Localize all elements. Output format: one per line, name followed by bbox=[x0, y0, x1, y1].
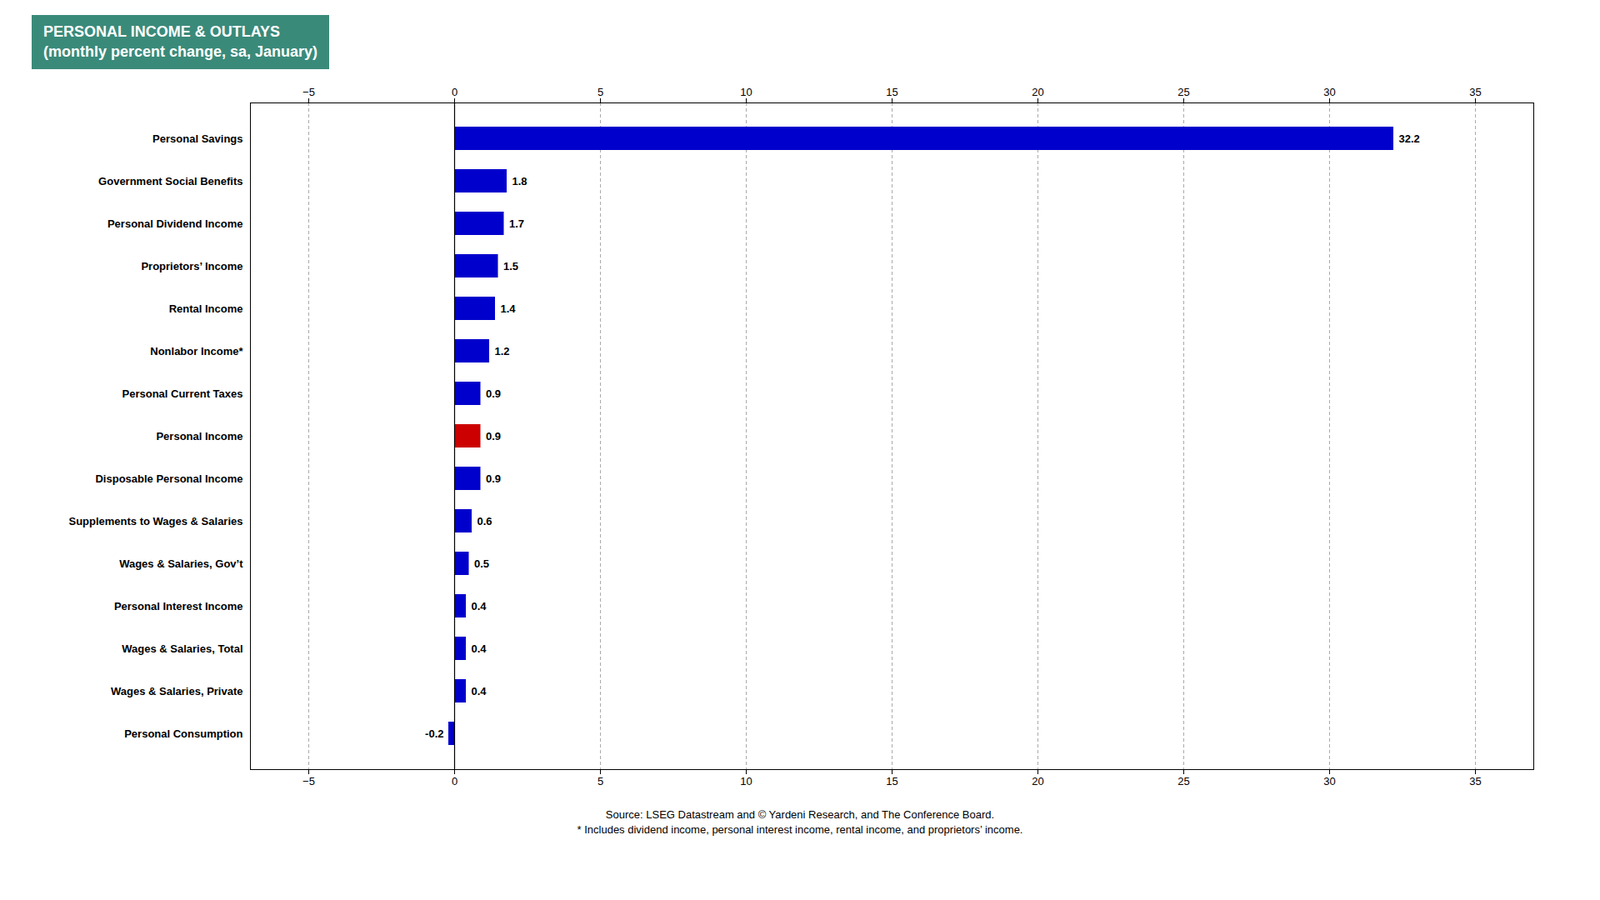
svg-text:20: 20 bbox=[1031, 85, 1044, 98]
svg-text:0.9: 0.9 bbox=[485, 471, 501, 485]
svg-text:−5: −5 bbox=[302, 774, 315, 787]
svg-text:-0.2: -0.2 bbox=[425, 726, 444, 740]
svg-text:Proprietors’ Income: Proprietors’ Income bbox=[140, 259, 243, 272]
svg-text:0.9: 0.9 bbox=[485, 386, 501, 400]
svg-text:0.9: 0.9 bbox=[485, 429, 501, 442]
svg-text:35: 35 bbox=[1469, 774, 1481, 787]
svg-text:Nonlabor Income*: Nonlabor Income* bbox=[150, 344, 244, 357]
svg-text:1.8: 1.8 bbox=[512, 174, 528, 187]
svg-text:5: 5 bbox=[597, 85, 604, 98]
html-text:PERSONAL INCOME & OUTLAYS: PERSONAL INCOME & OUTLAYS bbox=[43, 23, 280, 40]
svg-text:Supplements to Wages & Salarie: Supplements to Wages & Salaries bbox=[68, 514, 243, 527]
svg-text:Personal Interest Income: Personal Interest Income bbox=[114, 599, 244, 612]
svg-text:Personal Current Taxes: Personal Current Taxes bbox=[122, 386, 244, 400]
svg-text:20: 20 bbox=[1031, 774, 1044, 787]
svg-text:0.4: 0.4 bbox=[471, 684, 488, 697]
svg-text:10: 10 bbox=[740, 774, 752, 787]
svg-text:Personal Income: Personal Income bbox=[155, 429, 243, 442]
svg-text:Personal Dividend Income: Personal Dividend Income bbox=[107, 216, 244, 230]
svg-text:0: 0 bbox=[451, 774, 458, 787]
html-text:Source: LSEG Datastream and ©: Source: LSEG Datastream and © Yardeni Re… bbox=[605, 808, 995, 821]
svg-text:30: 30 bbox=[1323, 774, 1335, 787]
svg-text:Wages & Salaries, Private: Wages & Salaries, Private bbox=[110, 684, 244, 697]
svg-text:1.5: 1.5 bbox=[503, 259, 519, 272]
svg-text:1.7: 1.7 bbox=[509, 216, 525, 230]
svg-text:25: 25 bbox=[1177, 85, 1190, 98]
svg-text:0.6: 0.6 bbox=[477, 514, 493, 527]
svg-text:Wages & Salaries, Gov’t: Wages & Salaries, Gov’t bbox=[119, 556, 244, 570]
svg-text:0: 0 bbox=[451, 85, 458, 98]
svg-text:0.5: 0.5 bbox=[474, 556, 490, 570]
svg-text:5: 5 bbox=[597, 774, 604, 787]
svg-text:35: 35 bbox=[1469, 85, 1481, 98]
svg-text:30: 30 bbox=[1323, 85, 1335, 98]
html-text:* Includes dividend income, pe: * Includes dividend income, personal int… bbox=[577, 823, 1023, 836]
svg-text:25: 25 bbox=[1177, 774, 1190, 787]
svg-text:−5: −5 bbox=[302, 85, 315, 98]
svg-text:Personal Savings: Personal Savings bbox=[152, 131, 243, 145]
svg-text:Personal Consumption: Personal Consumption bbox=[124, 726, 243, 740]
svg-text:1.2: 1.2 bbox=[495, 344, 510, 357]
svg-text:Rental Income: Rental Income bbox=[169, 301, 244, 315]
svg-text:1.4: 1.4 bbox=[500, 301, 517, 315]
svg-text:0.4: 0.4 bbox=[471, 599, 488, 612]
svg-text:32.2: 32.2 bbox=[1399, 131, 1420, 145]
svg-text:10: 10 bbox=[740, 85, 752, 98]
html-text:(monthly percent change, sa, J: (monthly percent change, sa, January) bbox=[43, 43, 318, 61]
svg-text:15: 15 bbox=[885, 774, 898, 787]
svg-text:0.4: 0.4 bbox=[471, 641, 488, 655]
svg-text:Disposable Personal Income: Disposable Personal Income bbox=[95, 471, 243, 485]
svg-text:Government Social Benefits: Government Social Benefits bbox=[98, 174, 243, 187]
svg-text:15: 15 bbox=[885, 85, 898, 98]
svg-text:Wages & Salaries, Total: Wages & Salaries, Total bbox=[121, 641, 243, 655]
